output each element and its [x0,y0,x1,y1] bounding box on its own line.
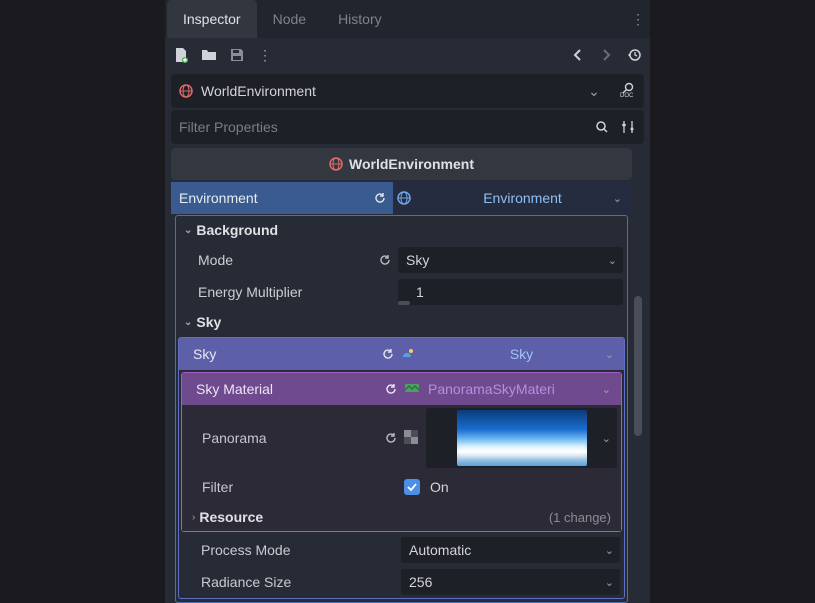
reset-sky-icon[interactable] [381,347,395,361]
mode-label: Mode [198,252,233,268]
filter-settings-icon[interactable] [620,119,636,135]
tab-history[interactable]: History [322,0,398,38]
chevron-down-icon: ⌄ [608,254,617,267]
world-environment-class-icon [329,157,343,171]
process-mode-select[interactable]: Automatic ⌄ [401,537,620,563]
sky-property: Sky Sky ⌄ [179,338,624,370]
sky-type-icon [401,345,417,364]
sky-material-property: Sky Material PanoramaSkyMateri ⌄ [182,373,621,405]
world-environment-icon [179,84,193,98]
reset-environment-icon[interactable] [373,191,387,205]
chevron-down-icon: ⌄ [605,348,614,361]
radiance-size-select[interactable]: 256 ⌄ [401,569,620,595]
sky-material-block: Sky Material PanoramaSkyMateri ⌄ [181,372,622,532]
new-resource-icon[interactable] [173,47,189,63]
object-name: WorldEnvironment [201,83,578,99]
environment-property: Environment Environment ⌄ [171,182,632,214]
radiance-size-property: Radiance Size 256 ⌄ [179,566,624,598]
environment-resource-icon [397,191,411,205]
reset-sky-material-icon[interactable] [384,382,398,396]
scrollbar[interactable] [634,296,642,599]
chevron-down-icon: ⌄ [605,544,614,557]
scrollbar-thumb[interactable] [634,296,642,436]
panorama-label: Panorama [202,430,267,446]
svg-text:DOC: DOC [620,93,634,98]
filter-bar [171,110,644,144]
load-resource-icon[interactable] [201,47,217,63]
panorama-material-icon [404,380,420,399]
history-icon[interactable] [626,47,642,63]
radiance-size-label: Radiance Size [201,574,291,590]
mode-select[interactable]: Sky ⌄ [398,247,623,273]
history-next-icon[interactable] [598,47,614,63]
expand-arrow-icon: › [192,512,195,523]
collapse-arrow-icon: ⌄ [184,317,192,328]
inspector-toolbar: ⋮ [165,38,650,72]
chevron-down-icon: ⌄ [605,576,614,589]
history-prev-icon[interactable] [570,47,586,63]
chevron-down-icon: ⌄ [602,432,611,445]
search-icon[interactable] [594,119,610,135]
reset-panorama-icon[interactable] [384,431,398,445]
resource-section-header[interactable]: › Resource (1 change) [182,503,621,531]
class-header[interactable]: WorldEnvironment [171,148,632,180]
chevron-down-icon: ⌄ [613,192,622,205]
sky-material-label: Sky Material [196,381,273,397]
energy-multiplier-input[interactable]: 1 [398,279,623,305]
environment-expanded-block: ⌄ Background Mode Sky ⌄ [175,215,628,603]
environment-resource-value[interactable]: Environment ⌄ [417,185,628,211]
texture-region-icon[interactable] [404,430,420,447]
tab-bar: Inspector Node History ⋮ [165,0,650,38]
sky-resource-value[interactable]: Sky ⌄ [423,341,620,367]
save-resource-icon[interactable] [229,47,245,63]
tab-inspector[interactable]: Inspector [167,0,257,38]
sky-label: Sky [193,346,216,362]
sky-section-header[interactable]: ⌄ Sky [176,308,627,336]
sky-resource-block: Sky Sky ⌄ [178,337,625,599]
filter-input[interactable] [179,119,586,135]
environment-label: Environment [179,190,258,206]
extra-menu-icon[interactable]: ⋮ [257,47,273,63]
filter-checkbox[interactable] [404,479,420,495]
mode-property: Mode Sky ⌄ [176,244,627,276]
tabs-menu-icon[interactable]: ⋮ [626,11,650,28]
resource-changes-count: (1 change) [549,510,611,525]
filter-label: Filter [202,479,233,495]
object-selector[interactable]: WorldEnvironment ⌄ DOC [171,74,644,108]
chevron-down-icon: ⌄ [602,383,611,396]
sky-material-value[interactable]: PanoramaSkyMateri ⌄ [426,376,617,402]
process-mode-label: Process Mode [201,542,290,558]
reset-mode-icon[interactable] [378,253,392,267]
panorama-property: Panorama ⌄ [182,405,621,471]
process-mode-property: Process Mode Automatic ⌄ [179,534,624,566]
tab-node[interactable]: Node [257,0,322,38]
background-section-header[interactable]: ⌄ Background [176,216,627,244]
class-name: WorldEnvironment [349,156,474,172]
panorama-thumbnail [457,410,587,466]
filter-property: Filter On [182,471,621,503]
panorama-texture-preview[interactable]: ⌄ [426,408,617,468]
energy-multiplier-label: Energy Multiplier [198,284,302,300]
open-docs-icon[interactable]: DOC [616,82,636,101]
energy-multiplier-property: Energy Multiplier 1 [176,276,627,308]
filter-value-label: On [430,479,449,495]
object-dropdown-icon[interactable]: ⌄ [586,83,602,100]
collapse-arrow-icon: ⌄ [184,225,192,236]
inspector-panel: Inspector Node History ⋮ ⋮ Worl [165,0,650,603]
properties-content: WorldEnvironment Environment Environment… [171,148,644,603]
